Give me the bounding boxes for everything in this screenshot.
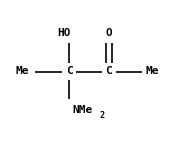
Text: 2: 2 — [99, 111, 104, 120]
Text: C: C — [106, 66, 112, 77]
Text: NMe: NMe — [73, 105, 93, 115]
Text: O: O — [106, 28, 112, 38]
Text: HO: HO — [57, 28, 71, 38]
Text: Me: Me — [145, 66, 159, 77]
Text: C: C — [66, 66, 73, 77]
Text: Me: Me — [16, 66, 29, 77]
